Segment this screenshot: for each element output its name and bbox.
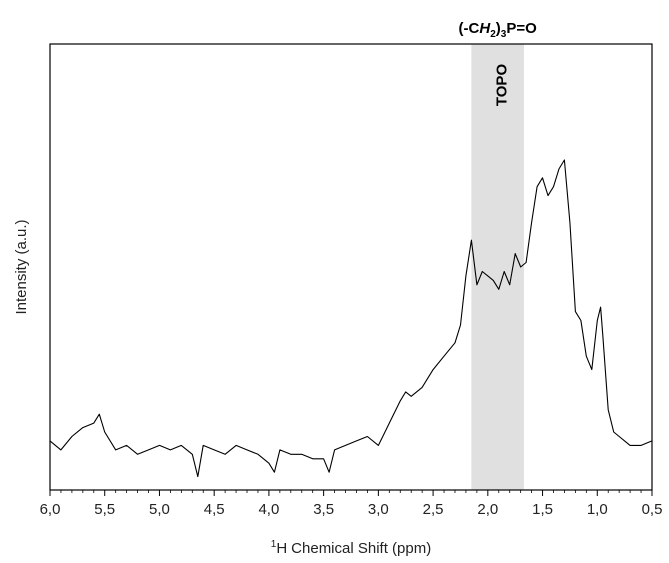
- x-axis-title-text: Chemical Shift (ppm): [291, 540, 431, 557]
- highlight-band: [471, 44, 524, 490]
- x-tick-label: 6,0: [40, 501, 61, 518]
- y-axis-title: Intensity (a.u.): [13, 219, 30, 314]
- top-annotation-sub2: 3: [501, 29, 507, 40]
- x-axis-title: 1H Chemical Shift (ppm): [271, 539, 431, 557]
- x-tick-label: 5,5: [94, 501, 115, 518]
- top-annotation: (-CH2)3P=O: [459, 20, 538, 40]
- x-tick-label: 5,0: [149, 501, 170, 518]
- top-annotation-open: (-C: [459, 20, 480, 37]
- x-tick-label: 3,5: [313, 501, 334, 518]
- x-tick-label: 0,5: [642, 501, 663, 518]
- x-tick-label: 4,5: [204, 501, 225, 518]
- top-annotation-italic: H: [479, 20, 491, 37]
- x-tick-label: 4,0: [258, 501, 279, 518]
- band-label: TOPO: [494, 64, 511, 107]
- series-line-spectrum: [49, 159, 653, 478]
- x-tick-label: 1,0: [587, 501, 608, 518]
- x-axis-ticks: 6,0 5,5 5,0 4,5 4,0 3,5 3,0 2,5 2,0 1,5 1,0 0,5: [40, 490, 663, 518]
- x-tick-label: 2,0: [477, 501, 498, 518]
- x-tick-label: 3,0: [368, 501, 389, 518]
- plot-frame: [49, 43, 653, 491]
- x-tick-label: 1,5: [532, 501, 553, 518]
- x-tick-label: 2,5: [423, 501, 444, 518]
- x-axis-title-superscript: 1: [271, 539, 277, 550]
- x-axis-title-prefix: H: [276, 540, 287, 557]
- top-annotation-close: ): [496, 20, 501, 37]
- top-annotation-rest: P=O: [506, 20, 537, 37]
- top-annotation-sub1: 2: [490, 29, 496, 40]
